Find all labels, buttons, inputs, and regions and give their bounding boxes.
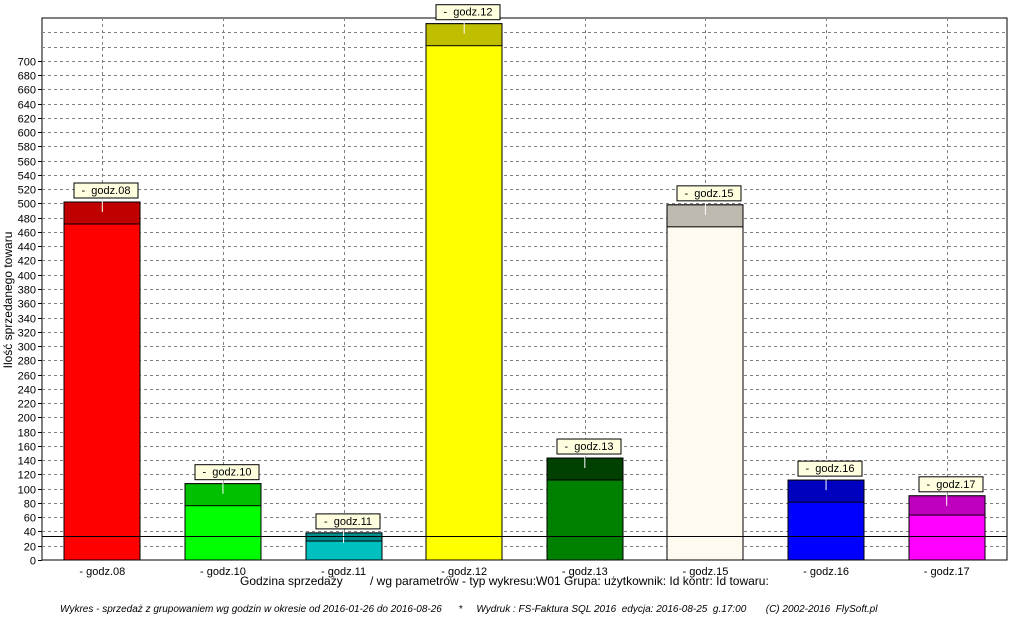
y-tick-label: 560 bbox=[18, 157, 36, 169]
y-tick-label: 600 bbox=[18, 128, 36, 140]
bar bbox=[63, 201, 141, 561]
y-tick-label: 660 bbox=[18, 85, 36, 97]
bar-callout-box bbox=[194, 464, 260, 481]
y-tick-label: 420 bbox=[18, 256, 36, 268]
x-tick-label: - godz.12 bbox=[441, 566, 487, 578]
bar-callout-label: - godz.16 bbox=[806, 463, 855, 475]
y-tick-label: 640 bbox=[18, 100, 36, 112]
x-tick-label: - godz.11 bbox=[321, 566, 366, 578]
y-tick-label: 160 bbox=[18, 442, 36, 454]
x-tick-label: - godz.08 bbox=[79, 566, 125, 578]
y-tick-label: 460 bbox=[18, 228, 36, 240]
y-tick-label: 60 bbox=[24, 513, 36, 525]
x-tick-label: - godz.17 bbox=[924, 566, 970, 578]
bar-callout-label: - godz.11 bbox=[324, 516, 372, 528]
y-tick-label: 80 bbox=[24, 499, 36, 511]
y-tick-label: 620 bbox=[18, 114, 36, 126]
bar-callout-label: - godz.10 bbox=[203, 467, 252, 479]
y-tick-label: 320 bbox=[18, 328, 36, 340]
y-tick-label: 180 bbox=[18, 428, 36, 440]
x-tick-label: - godz.10 bbox=[200, 566, 246, 578]
y-tick-label: 120 bbox=[18, 470, 36, 482]
y-tick-label: 580 bbox=[18, 142, 36, 154]
y-tick-label: 480 bbox=[18, 214, 36, 226]
y-tick-label: 200 bbox=[18, 413, 36, 425]
bar-callout-box bbox=[918, 476, 984, 493]
y-tick-label: 540 bbox=[18, 171, 36, 183]
y-tick-label: 280 bbox=[18, 356, 36, 368]
bar-chart: 0 20 40 60 80 100 120 140 160 180 200 220 240 260 280 3… bbox=[1, 4, 1008, 578]
y-tick-label: 220 bbox=[18, 399, 36, 411]
x-tick-label: - godz.16 bbox=[803, 566, 849, 578]
bar-callout-box bbox=[315, 513, 381, 530]
bar-callout-box bbox=[676, 185, 742, 202]
x-tick-label: - godz.13 bbox=[562, 566, 608, 578]
x-axis-label: Godzina sprzedaży bbox=[240, 574, 343, 588]
bar-callout-label: - godz.17 bbox=[927, 479, 976, 491]
bar-callout-box bbox=[73, 182, 139, 199]
y-tick-label: 140 bbox=[18, 456, 36, 468]
footer-note: Wykres - sprzedaż z grupowaniem wg godzi… bbox=[60, 604, 878, 615]
bar-callout-box bbox=[797, 460, 863, 477]
bar bbox=[425, 23, 503, 561]
bar-callout-label: - godz.12 bbox=[444, 7, 493, 19]
bar-callout-box bbox=[435, 4, 501, 21]
bar-callout-label: - godz.15 bbox=[685, 188, 734, 200]
y-tick-label: 260 bbox=[18, 371, 36, 383]
y-tick-label: 0 bbox=[30, 556, 36, 568]
y-axis-label: Ilość sprzedanego towaru bbox=[1, 232, 15, 369]
y-tick-label: 400 bbox=[18, 271, 36, 283]
y-tick-label: 20 bbox=[24, 542, 36, 554]
y-tick-label: 300 bbox=[18, 342, 36, 354]
y-tick-label: 100 bbox=[18, 485, 36, 497]
y-tick-label: 700 bbox=[18, 57, 36, 69]
y-tick-label: 240 bbox=[18, 385, 36, 397]
x-tick-label: - godz.15 bbox=[683, 566, 729, 578]
y-tick-label: 40 bbox=[24, 527, 36, 539]
bar-callout-label: - godz.08 bbox=[82, 185, 131, 197]
bar-callout-label: - godz.13 bbox=[565, 441, 614, 453]
y-tick-label: 440 bbox=[18, 242, 36, 254]
bar bbox=[666, 204, 744, 561]
y-tick-label: 520 bbox=[18, 185, 36, 197]
y-tick-label: 340 bbox=[18, 314, 36, 326]
y-tick-label: 500 bbox=[18, 199, 36, 211]
y-tick-label: 680 bbox=[18, 71, 36, 83]
y-tick-label: 360 bbox=[18, 299, 36, 311]
y-tick-label: 380 bbox=[18, 285, 36, 297]
x-axis-params: / wg parametrów - typ wykresu:W01 Grupa:… bbox=[370, 574, 769, 588]
bar-callout-box bbox=[556, 438, 622, 455]
